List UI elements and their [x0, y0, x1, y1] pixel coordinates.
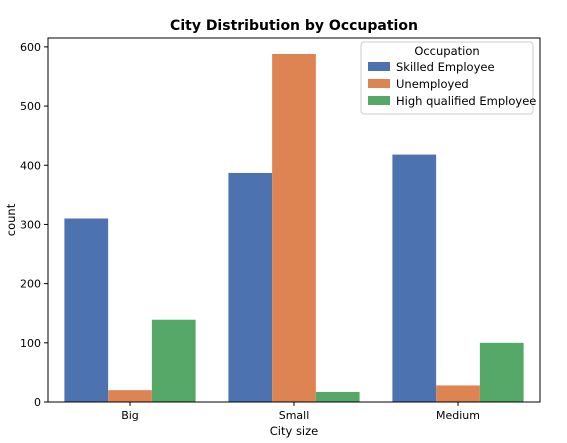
legend-swatch	[368, 96, 390, 105]
legend-label: Skilled Employee	[396, 60, 495, 74]
bar-small-skilled-employee	[228, 172, 273, 402]
bar-big-high-qualified-employee	[151, 319, 196, 402]
bar-small-high-qualified-employee	[315, 391, 360, 402]
legend-box	[360, 41, 534, 115]
legend-swatch	[368, 79, 390, 88]
bar-medium-high-qualified-employee	[479, 342, 524, 402]
y-tick-label: 400	[20, 159, 41, 172]
legend: Occupation Skilled Employee Unemployed Hig…	[360, 41, 536, 115]
x-tick-label: Big	[121, 409, 139, 422]
y-tick-label: 100	[20, 337, 41, 350]
y-axis: 0 100 200 300 400 500 600	[20, 41, 48, 409]
x-axis: Big Small Medium	[121, 402, 480, 422]
x-tick-label: Medium	[436, 409, 480, 422]
bars-group	[64, 53, 524, 402]
y-tick-label: 500	[20, 100, 41, 113]
y-tick-label: 300	[20, 218, 41, 231]
legend-title: Occupation	[414, 44, 479, 58]
y-axis-label: count	[4, 203, 18, 236]
y-tick-label: 200	[20, 278, 41, 291]
legend-items: Skilled Employee Unemployed High qualified…	[368, 60, 536, 108]
x-tick-label: Small	[279, 409, 310, 422]
legend-label: Unemployed	[396, 77, 469, 91]
bar-big-unemployed	[108, 390, 152, 402]
bar-medium-skilled-employee	[392, 154, 437, 402]
x-axis-label: City size	[270, 424, 319, 438]
legend-label: High qualified Employee	[396, 94, 536, 108]
chart-title: City Distribution by Occupation	[170, 18, 418, 34]
y-tick-label: 600	[20, 41, 41, 54]
bar-medium-unemployed	[436, 385, 480, 402]
legend-swatch	[368, 62, 390, 71]
bar-small-unemployed	[272, 53, 316, 402]
y-tick-label: 0	[34, 396, 41, 409]
bar-big-skilled-employee	[64, 218, 109, 402]
